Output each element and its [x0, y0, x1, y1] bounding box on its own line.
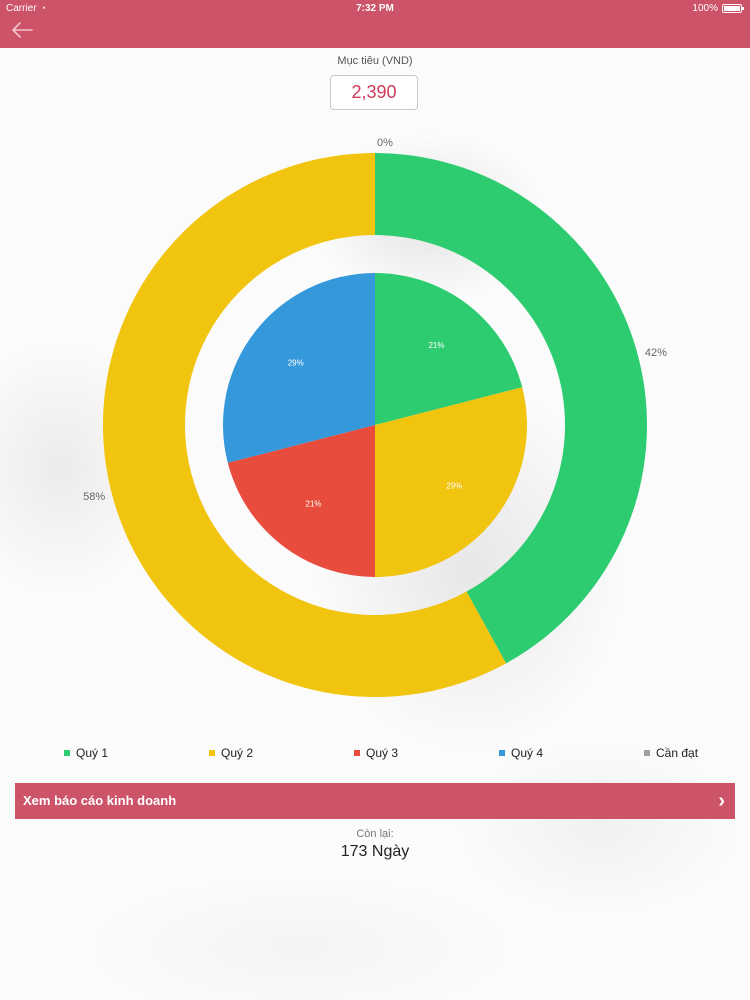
legend-item: Cần đạt [644, 746, 698, 760]
inner-pie-label: 21% [306, 499, 322, 508]
legend-label: Quý 2 [221, 746, 254, 760]
legend-item: Quý 3 [354, 746, 398, 760]
target-label: Mục tiêu (VND) [337, 55, 413, 67]
legend-swatch [499, 750, 505, 756]
legend-item: Quý 4 [499, 746, 543, 760]
status-carrier: Carrier ◔ [6, 3, 46, 14]
target-value-field[interactable]: 2,390 [330, 75, 418, 110]
status-time: 7:32 PM [356, 3, 394, 14]
wifi-icon: ◔ [40, 3, 46, 13]
inner-pie-label: 21% [428, 341, 444, 350]
donut-chart: 0% 42% 58% 21% 29% 21% 29% [83, 137, 667, 697]
inner-pie-slice [222, 273, 375, 463]
battery-icon [722, 4, 744, 13]
legend-swatch [209, 750, 215, 756]
legend-label: Quý 3 [366, 746, 399, 760]
inner-pie-label: 29% [446, 482, 462, 491]
remaining-label: Còn lại: [356, 828, 394, 840]
legend-swatch [644, 750, 650, 756]
inner-pie-slice [227, 425, 375, 577]
legend-swatch [64, 750, 70, 756]
remaining-days: 173 Ngày [340, 843, 410, 860]
legend-label: Quý 4 [511, 746, 544, 760]
navigation-bar: Carrier ◔ 7:32 PM 100% [0, 0, 750, 48]
chevron-right-icon: › [718, 790, 725, 812]
view-business-report-button[interactable]: Xem báo cáo kinh doanh › [15, 783, 735, 819]
inner-pie-label: 29% [288, 359, 304, 368]
legend-item: Quý 2 [209, 746, 253, 760]
legend-label: Quý 1 [76, 746, 109, 760]
outer-ring-slice [375, 153, 647, 664]
outer-ring-label: 0% [377, 137, 393, 149]
inner-pie-slice [375, 273, 523, 425]
inner-pie-slice [375, 387, 527, 577]
chart-legend: Quý 1 Quý 2 Quý 3 Quý 4 Cần đạt [0, 746, 750, 764]
outer-ring-label: 58% [83, 491, 105, 503]
legend-swatch [354, 750, 360, 756]
legend-label: Cần đạt [656, 746, 699, 760]
arrow-left-icon [12, 22, 33, 38]
outer-ring-label: 42% [645, 347, 667, 359]
report-button-label: Xem báo cáo kinh doanh [23, 793, 177, 808]
status-battery: 100% [692, 3, 744, 14]
outer-ring-slice [102, 153, 507, 697]
back-button[interactable] [10, 20, 36, 42]
legend-item: Quý 1 [64, 746, 108, 760]
